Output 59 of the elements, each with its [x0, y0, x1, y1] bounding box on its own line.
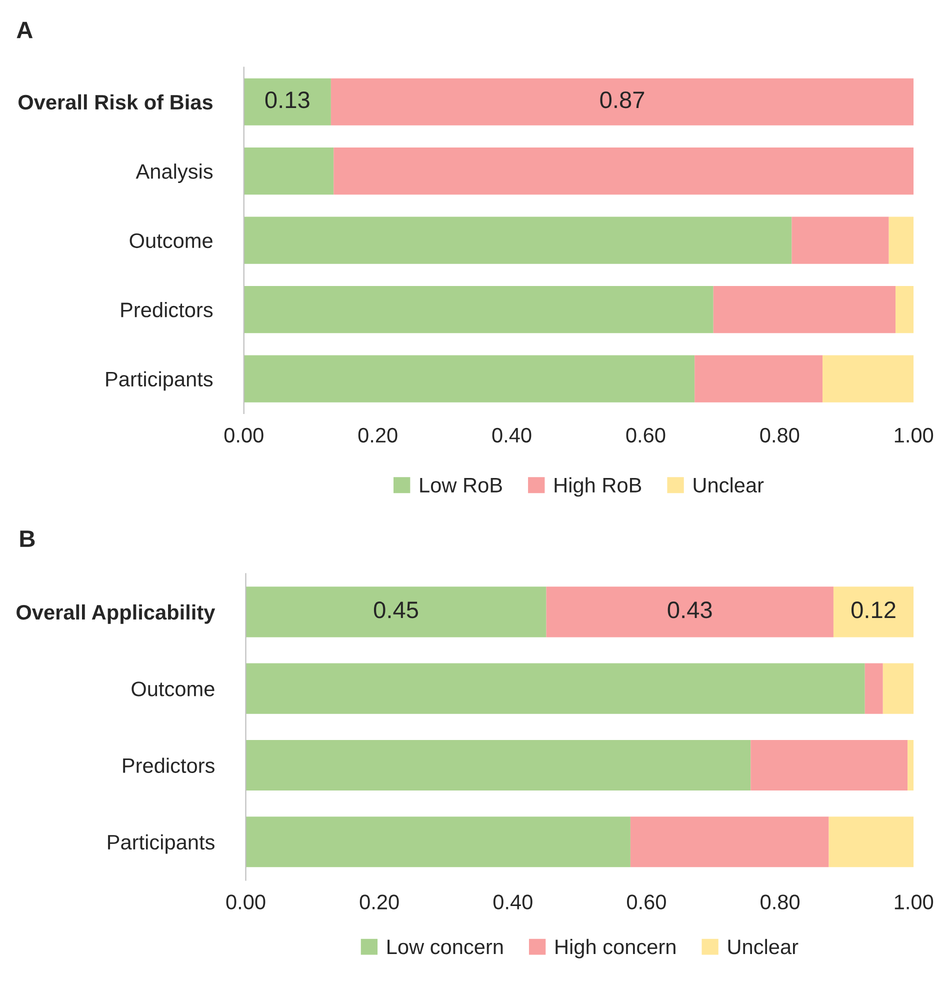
data-label: 0.12	[851, 602, 896, 618]
x-tick-label: 0.60	[626, 428, 666, 443]
bar	[792, 216, 889, 264]
y-tick-label: Outcome	[132, 682, 214, 696]
bar	[694, 355, 823, 402]
bar	[244, 286, 714, 334]
bar	[828, 816, 914, 868]
x-tick-label: 0.20	[358, 428, 398, 443]
bar	[244, 216, 792, 264]
x-tick-label: 0.20	[360, 894, 399, 910]
y-tick-label: Predictors	[123, 758, 214, 773]
bar	[334, 148, 914, 195]
bar	[822, 355, 914, 402]
x-tick-label: 0.40	[493, 894, 532, 910]
x-tick-label: 1.00	[894, 428, 934, 443]
bar	[244, 355, 695, 402]
bar	[546, 586, 834, 638]
x-tick-label: 0.60	[627, 894, 666, 910]
bar	[244, 78, 331, 126]
y-tick-label: Analysis	[136, 164, 213, 183]
data-label: 0.13	[265, 91, 310, 108]
y-tick-label: Participants	[108, 834, 214, 854]
bar	[888, 216, 914, 264]
x-tick-label: 0.00	[226, 894, 266, 910]
y-tick-label: Participants	[106, 371, 213, 391]
bar	[246, 816, 630, 868]
y-tick-label: Overall Risk of Bias	[18, 94, 212, 110]
legend-label: Unclear	[694, 477, 764, 493]
legend-label: High concern	[556, 938, 676, 958]
bar	[246, 663, 865, 714]
bar	[908, 740, 914, 791]
data-label: 0.45	[374, 602, 418, 618]
y-tick-label: Overall Applicability	[16, 604, 216, 624]
x-tick-label: 0.00	[224, 428, 264, 443]
data-label: 0.43	[668, 602, 712, 618]
bar	[244, 148, 334, 195]
legend-label: High RoB	[554, 477, 642, 497]
data-label: 0.87	[600, 91, 644, 108]
x-tick-label: 0.80	[760, 894, 800, 910]
bar	[330, 78, 914, 126]
y-tick-label: Outcome	[130, 233, 212, 248]
bar	[882, 663, 914, 714]
bar	[246, 586, 546, 638]
legend-label: Low concern	[388, 940, 503, 954]
x-tick-label: 1.00	[894, 894, 934, 910]
legend-label: Low RoB	[420, 478, 502, 493]
bar	[750, 740, 908, 791]
x-tick-label: 0.40	[492, 428, 532, 443]
bar	[864, 663, 883, 714]
bar	[896, 286, 914, 334]
bar	[713, 286, 896, 334]
legend-label: Unclear	[728, 938, 798, 954]
y-tick-label: Predictors	[121, 302, 213, 318]
bar	[246, 740, 751, 791]
x-tick-label: 0.80	[760, 428, 800, 443]
text: B	[20, 530, 35, 547]
bar	[833, 586, 914, 638]
bar	[630, 816, 829, 868]
text: A	[16, 22, 33, 38]
